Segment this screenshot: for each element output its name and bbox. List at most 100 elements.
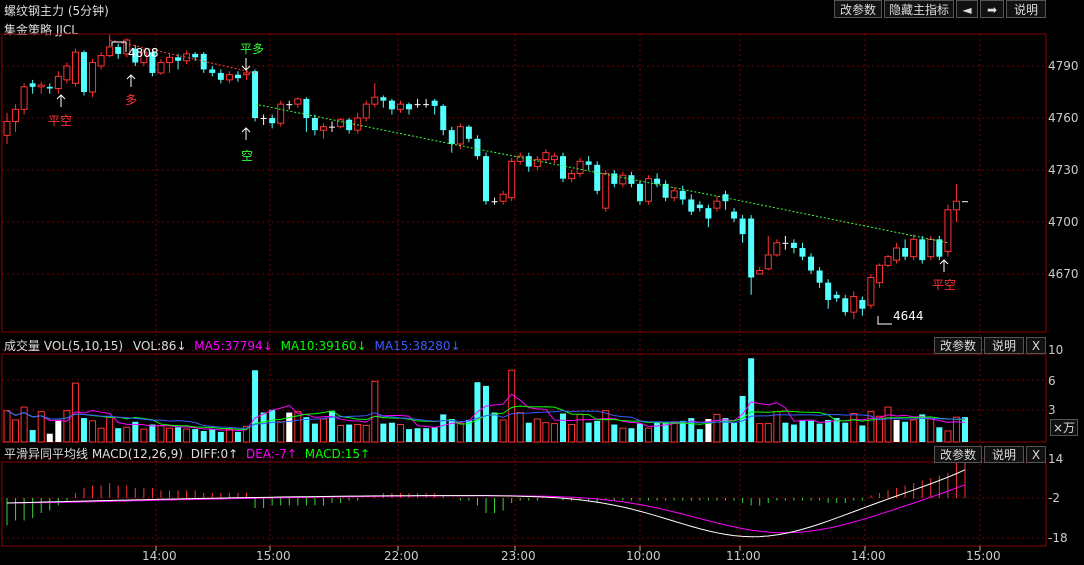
time-tick: 22:00 xyxy=(384,549,419,563)
price-tick: 4700 xyxy=(1048,215,1079,229)
candle-body xyxy=(533,159,541,168)
help-button[interactable]: 说明 xyxy=(1006,0,1046,18)
volume-bar xyxy=(431,427,438,442)
volume-bar xyxy=(499,419,507,443)
volume-bar xyxy=(448,419,455,442)
volume-bar xyxy=(944,430,952,443)
volume-bar xyxy=(859,425,866,442)
candle-body xyxy=(875,264,883,284)
volume-bar xyxy=(294,411,302,443)
volume-bar xyxy=(269,409,276,442)
high-price-label: 4808 xyxy=(128,46,159,60)
candle-body xyxy=(37,84,45,88)
candle-body xyxy=(910,238,918,258)
candle-body xyxy=(294,98,302,105)
candle-body xyxy=(585,161,592,165)
high-marker xyxy=(111,41,127,52)
volume-bar xyxy=(319,418,327,443)
candle-body xyxy=(756,270,764,275)
candle-body xyxy=(568,172,576,180)
candle-body xyxy=(483,156,489,202)
candle-body xyxy=(440,105,447,131)
signal-flat-long: 平多 xyxy=(240,42,265,56)
candle-body xyxy=(670,190,678,199)
time-tick: 23:00 xyxy=(501,549,536,563)
candle-body xyxy=(748,218,755,278)
volume-bar xyxy=(516,412,524,443)
candle-body xyxy=(713,200,721,209)
candle-body xyxy=(739,218,746,235)
candle-body xyxy=(448,130,455,144)
candle-body xyxy=(833,294,840,299)
macd-panel-frame xyxy=(1,461,1047,547)
volume-bar xyxy=(80,418,87,442)
volume-bar xyxy=(611,424,618,442)
signal-short: 空 xyxy=(241,149,254,163)
candle-body xyxy=(456,126,464,145)
volume-bar xyxy=(12,419,20,443)
volume-ma15: MA15:38280↓ xyxy=(374,339,461,353)
candle-body xyxy=(71,51,79,84)
volume-bar xyxy=(371,380,379,443)
candle-body xyxy=(115,46,122,54)
volume-bar xyxy=(123,426,131,443)
strategy-line-green xyxy=(254,103,948,244)
volume-params-button[interactable]: 改参数 xyxy=(934,337,982,354)
candle-body xyxy=(414,104,421,106)
volume-bar xyxy=(483,385,489,442)
volume-bar xyxy=(396,424,404,443)
volume-help-button[interactable]: 说明 xyxy=(984,337,1024,354)
volume-bar xyxy=(303,417,310,442)
candle-body xyxy=(388,100,395,110)
candle-body xyxy=(286,104,293,106)
candle-body xyxy=(243,72,250,76)
candle-body xyxy=(63,65,71,81)
volume-bar xyxy=(850,412,858,443)
change-params-button[interactable]: 改参数 xyxy=(834,0,882,18)
volume-bar xyxy=(902,421,909,442)
time-tick: 15:00 xyxy=(256,549,291,563)
volume-bar xyxy=(705,419,712,442)
price-tick: 4760 xyxy=(1048,111,1079,125)
candle-body xyxy=(491,201,498,203)
candle-body xyxy=(893,247,901,261)
candle-body xyxy=(106,46,114,57)
candle-body xyxy=(764,254,772,270)
volume-panel-frame xyxy=(1,353,1047,443)
candle-body xyxy=(619,174,627,185)
volume-close-button[interactable]: X xyxy=(1026,337,1046,354)
candle-body xyxy=(252,71,259,118)
candle-body xyxy=(474,138,481,157)
candle-body xyxy=(773,242,781,256)
macd-close-button[interactable]: X xyxy=(1026,446,1046,463)
volume-bar xyxy=(679,420,686,442)
time-tick: 10:00 xyxy=(626,549,661,563)
price-tick: 4790 xyxy=(1048,59,1079,73)
macd-help-button[interactable]: 说明 xyxy=(984,446,1024,463)
candle-body xyxy=(842,298,849,313)
candle-body xyxy=(696,204,703,209)
signal-arrow xyxy=(241,58,251,71)
macd-params-button[interactable]: 改参数 xyxy=(934,446,982,463)
volume-bar xyxy=(106,416,114,443)
volume-bar xyxy=(550,423,558,443)
volume-bar xyxy=(329,410,336,442)
volume-bar xyxy=(533,418,541,443)
candle-body xyxy=(962,201,968,203)
candle-body xyxy=(20,86,28,110)
candle-body xyxy=(594,164,601,191)
volume-bar xyxy=(465,419,472,442)
volume-bar xyxy=(89,420,97,443)
volume-bar xyxy=(585,422,592,442)
volume-ma5: MA5:37794↓ xyxy=(194,339,273,353)
scroll-left-button[interactable]: ◄ xyxy=(956,0,978,18)
price-tick: 4730 xyxy=(1048,163,1079,177)
signal-flat-short: 平空 xyxy=(932,278,957,292)
candle-body xyxy=(576,160,584,174)
volume-bar xyxy=(962,417,968,442)
hide-main-indicator-button[interactable]: 隐藏主指标 xyxy=(884,0,954,18)
volume-bar xyxy=(200,430,207,442)
macd-tick: 14 xyxy=(1048,452,1064,466)
scroll-right-button[interactable]: ➡ xyxy=(980,0,1004,18)
